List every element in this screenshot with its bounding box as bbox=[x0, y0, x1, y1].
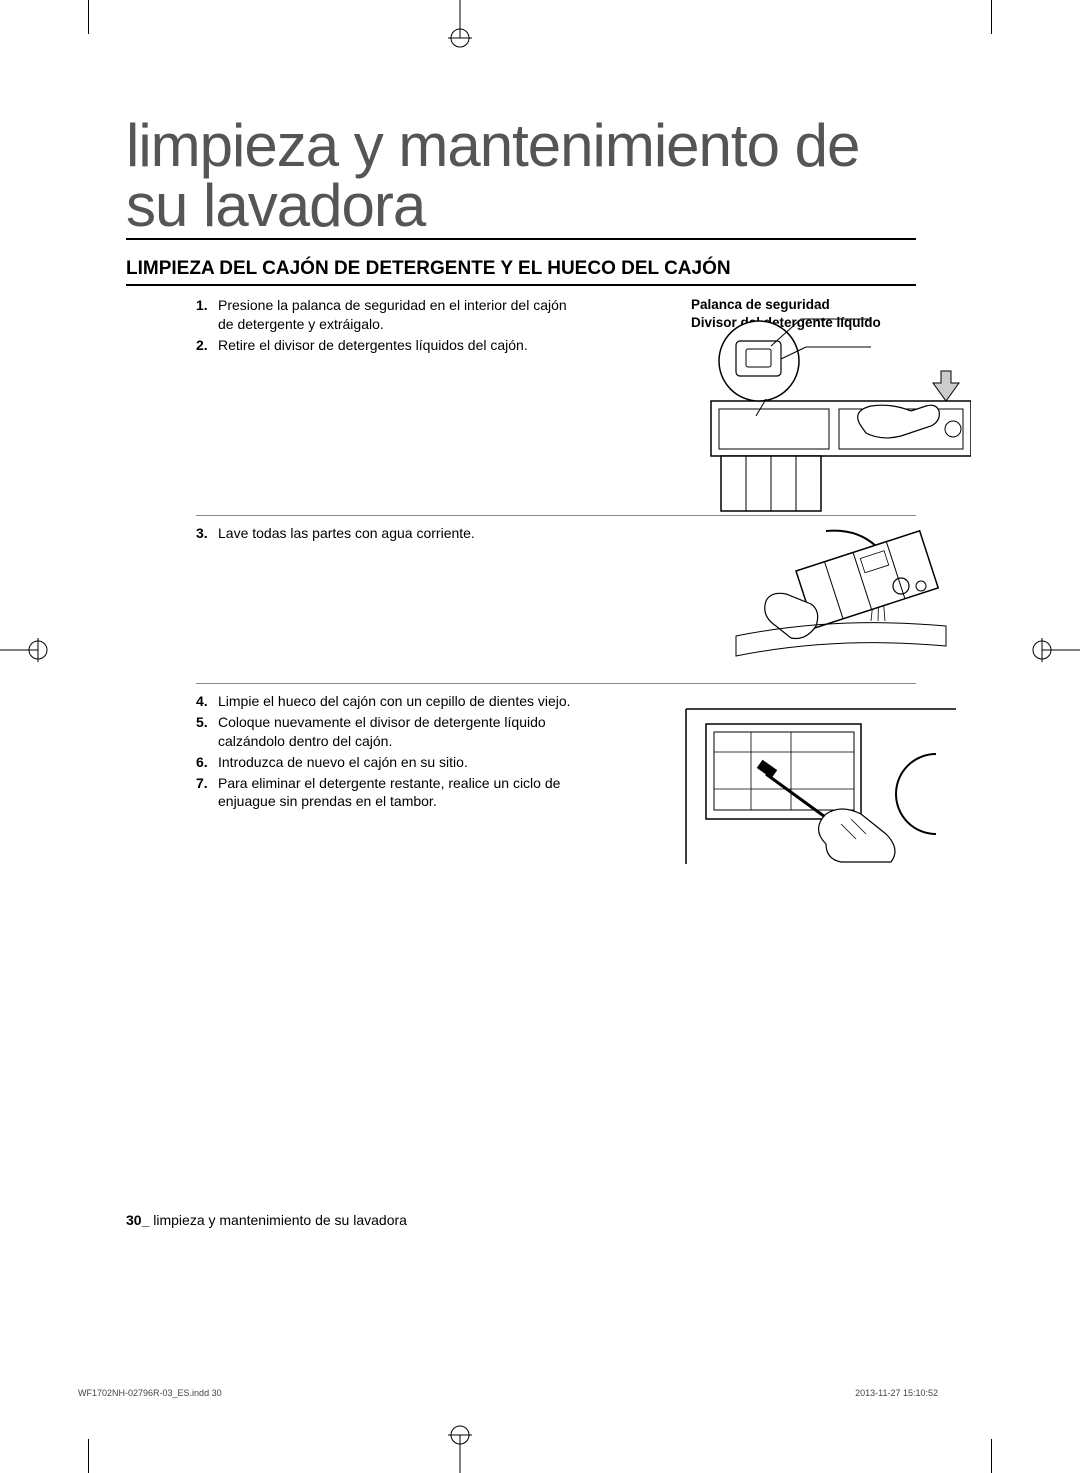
step-item: 3. Lave todas las partes con agua corrie… bbox=[196, 524, 576, 543]
footer-text: limpieza y mantenimiento de su lavadora bbox=[149, 1212, 407, 1228]
step-text: Para eliminar el detergente restante, re… bbox=[218, 774, 576, 812]
step-text: Lave todas las partes con agua corriente… bbox=[218, 524, 475, 543]
step-list-3: 4. Limpie el hueco del cajón con un cepi… bbox=[196, 692, 576, 811]
footer-page-number: 30_ bbox=[126, 1212, 149, 1228]
step-number: 2. bbox=[196, 336, 218, 355]
step-number: 1. bbox=[196, 296, 218, 334]
section-heading: LIMPIEZA DEL CAJÓN DE DETERGENTE Y EL HU… bbox=[126, 258, 916, 286]
illustration-wash-parts bbox=[676, 526, 956, 681]
step-number: 5. bbox=[196, 713, 218, 751]
step-block-3: 4. Limpie el hueco del cajón con un cepi… bbox=[196, 692, 916, 872]
step-list-2: 3. Lave todas las partes con agua corrie… bbox=[196, 524, 576, 543]
step-block-1: 1. Presione la palanca de seguridad en e… bbox=[196, 296, 916, 516]
step-block-2: 3. Lave todas las partes con agua corrie… bbox=[196, 524, 916, 684]
step-item: 2. Retire el divisor de detergentes líqu… bbox=[196, 336, 576, 355]
step-number: 4. bbox=[196, 692, 218, 711]
step-text: Retire el divisor de detergentes líquido… bbox=[218, 336, 528, 355]
step-number: 6. bbox=[196, 753, 218, 772]
step-item: 6. Introduzca de nuevo el cajón en su si… bbox=[196, 753, 576, 772]
content-area: limpieza y mantenimiento de su lavadora … bbox=[78, 38, 998, 1408]
step-text: Introduzca de nuevo el cajón en su sitio… bbox=[218, 753, 468, 772]
step-number: 7. bbox=[196, 774, 218, 812]
page-frame-top-right bbox=[991, 0, 992, 34]
print-footer-right: 2013-11-27 15:10:52 bbox=[855, 1388, 938, 1398]
step-item: 4. Limpie el hueco del cajón con un cepi… bbox=[196, 692, 576, 711]
crop-mark-bottom bbox=[430, 1423, 490, 1473]
page-frame-bottom-right bbox=[991, 1439, 992, 1473]
page-frame-bottom-left bbox=[88, 1439, 89, 1473]
step-item: 7. Para eliminar el detergente restante,… bbox=[196, 774, 576, 812]
crop-mark-left bbox=[0, 620, 50, 680]
page-title: limpieza y mantenimiento de su lavadora bbox=[126, 116, 916, 240]
step-text: Limpie el hueco del cajón con un cepillo… bbox=[218, 692, 571, 711]
step-text: Coloque nuevamente el divisor de deterge… bbox=[218, 713, 576, 751]
step-list-1: 1. Presione la palanca de seguridad en e… bbox=[196, 296, 576, 355]
page-frame-top-left bbox=[88, 0, 89, 34]
page-footer: 30_ limpieza y mantenimiento de su lavad… bbox=[126, 1212, 407, 1228]
step-text: Presione la palanca de seguridad en el i… bbox=[218, 296, 576, 334]
step-number: 3. bbox=[196, 524, 218, 543]
step-item: 1. Presione la palanca de seguridad en e… bbox=[196, 296, 576, 334]
crop-mark-right bbox=[1030, 620, 1080, 680]
illustration-drawer-remove bbox=[591, 311, 971, 519]
print-footer-left: WF1702NH-02796R-03_ES.indd 30 bbox=[78, 1388, 222, 1398]
illustration-clean-recess bbox=[676, 694, 956, 864]
step-item: 5. Coloque nuevamente el divisor de dete… bbox=[196, 713, 576, 751]
